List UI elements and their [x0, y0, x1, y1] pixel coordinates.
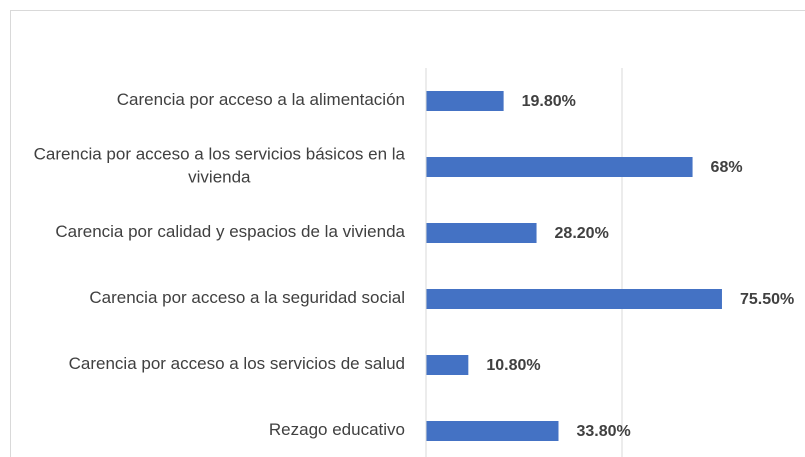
bar: [426, 289, 722, 309]
bar: [426, 421, 559, 441]
value-label: 19.80%: [522, 93, 576, 110]
bar: [426, 157, 693, 177]
value-label: 68%: [711, 159, 743, 176]
value-label: 75.50%: [740, 291, 794, 308]
bar: [426, 91, 504, 111]
bar: [426, 355, 469, 375]
value-label: 33.80%: [576, 423, 630, 440]
y-tick-label: Carencia por acceso a los servicios de s…: [69, 354, 405, 373]
y-tick-label: Rezago educativo: [269, 420, 405, 439]
y-tick-label: Carencia por acceso a los servicios bási…: [34, 145, 406, 187]
chart-frame: [10, 10, 805, 457]
value-label: 10.80%: [486, 357, 540, 374]
y-tick-label: Carencia por calidad y espacios de la vi…: [55, 222, 405, 241]
value-label: 28.20%: [555, 225, 609, 242]
bar: [426, 223, 537, 243]
y-tick-label: Carencia por acceso a la alimentación: [117, 90, 405, 109]
y-tick-label: Carencia por acceso a la seguridad socia…: [89, 288, 405, 307]
